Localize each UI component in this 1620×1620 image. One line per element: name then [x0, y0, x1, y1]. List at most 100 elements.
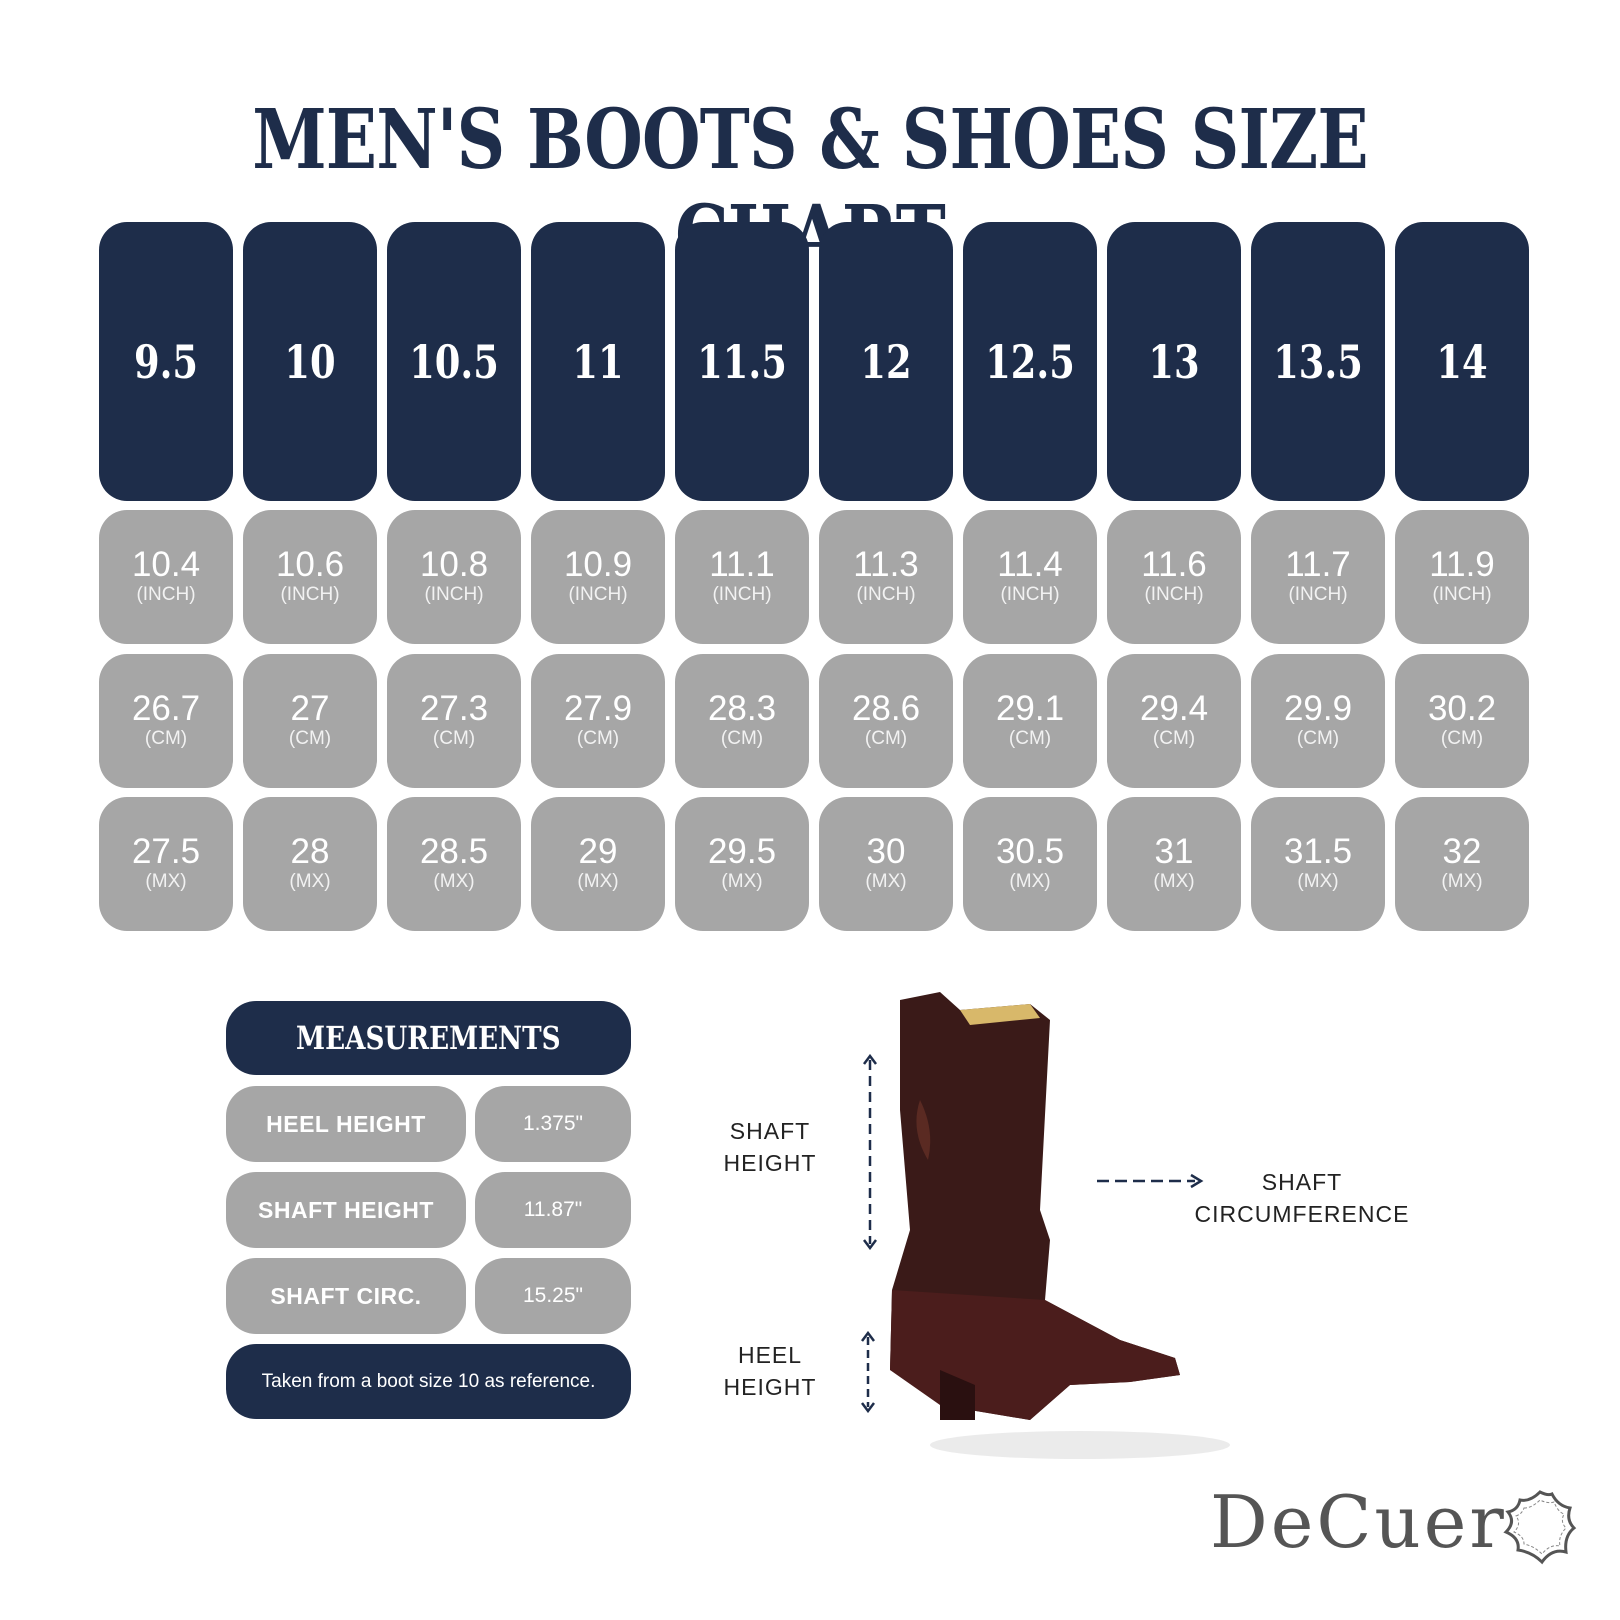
measurement-label: SHAFT CIRC. — [226, 1258, 466, 1334]
unit-label: (MX) — [577, 871, 619, 892]
size-cell-cm: 29.4 (CM) — [1107, 654, 1241, 788]
measurement-value: 15.25" — [475, 1258, 631, 1334]
size-cell-cm: 30.2 (CM) — [1395, 654, 1529, 788]
size-value: 11.9 — [1429, 545, 1495, 584]
unit-label: (CM) — [576, 728, 620, 749]
size-cell-inch: 10.4 (INCH) — [99, 510, 233, 644]
us-size: 11.5 — [697, 334, 787, 389]
size-header-us: 12 — [819, 222, 953, 501]
size-cell-cm: 27.9 (CM) — [531, 654, 665, 788]
size-value: 27.9 — [563, 689, 633, 728]
shaft-height-arrow-icon — [863, 1054, 877, 1250]
size-cell-inch: 10.6 (INCH) — [243, 510, 377, 644]
unit-label: (INCH) — [1144, 584, 1204, 605]
logo-text: DeCuer — [1210, 1480, 1507, 1564]
unit-label: (CM) — [144, 728, 188, 749]
unit-label: (CM) — [1440, 728, 1484, 749]
unit-label: (CM) — [1008, 728, 1052, 749]
size-cell-inch: 11.7 (INCH) — [1251, 510, 1385, 644]
us-size: 9.5 — [133, 334, 199, 389]
size-cell-mx: 29.5 (MX) — [675, 797, 809, 931]
measurement-value: 11.87" — [475, 1172, 631, 1248]
size-value: 30.5 — [995, 832, 1065, 871]
size-header-us: 11 — [531, 222, 665, 501]
size-value: 31 — [1154, 832, 1194, 871]
size-value: 11.4 — [997, 545, 1063, 584]
shaft-circumference-arrow-icon — [1097, 1173, 1204, 1189]
size-cell-inch: 10.8 (INCH) — [387, 510, 521, 644]
size-cell-inch: 11.1 (INCH) — [675, 510, 809, 644]
size-value: 11.3 — [853, 545, 919, 584]
size-cell-mx: 29 (MX) — [531, 797, 665, 931]
size-header-us: 11.5 — [675, 222, 809, 501]
unit-label: (INCH) — [856, 584, 916, 605]
size-cell-mx: 28 (MX) — [243, 797, 377, 931]
unit-label: (MX) — [1153, 871, 1195, 892]
size-value: 10.4 — [131, 545, 201, 584]
leather-hide-icon — [1503, 1490, 1577, 1565]
size-cell-mx: 31 (MX) — [1107, 797, 1241, 931]
size-value: 10.6 — [275, 545, 345, 584]
size-value: 27 — [290, 689, 330, 728]
size-value: 11.7 — [1285, 545, 1351, 584]
measurement-value: 1.375" — [475, 1086, 631, 1162]
us-size: 12 — [860, 334, 912, 389]
size-cell-mx: 30 (MX) — [819, 797, 953, 931]
us-size: 12.5 — [985, 334, 1075, 389]
size-header-us: 10 — [243, 222, 377, 501]
unit-label: (MX) — [1441, 871, 1483, 892]
size-header-us: 14 — [1395, 222, 1529, 501]
size-value: 28.6 — [851, 689, 921, 728]
size-header-us: 13 — [1107, 222, 1241, 501]
measurement-label: SHAFT HEIGHT — [226, 1172, 466, 1248]
size-cell-inch: 11.9 (INCH) — [1395, 510, 1529, 644]
size-cell-inch: 11.6 (INCH) — [1107, 510, 1241, 644]
heel-height-arrow-icon — [861, 1331, 875, 1413]
unit-label: (CM) — [1152, 728, 1196, 749]
size-value: 26.7 — [131, 689, 201, 728]
us-size: 10 — [284, 334, 336, 389]
size-cell-cm: 26.7 (CM) — [99, 654, 233, 788]
unit-label: (MX) — [1297, 871, 1339, 892]
size-header-us: 13.5 — [1251, 222, 1385, 501]
unit-label: (MX) — [145, 871, 187, 892]
size-cell-mx: 28.5 (MX) — [387, 797, 521, 931]
decuer-logo: DeCuer — [1210, 1480, 1590, 1580]
measurement-label: HEEL HEIGHT — [226, 1086, 466, 1162]
size-cell-inch: 11.4 (INCH) — [963, 510, 1097, 644]
size-value: 28.5 — [419, 832, 489, 871]
size-cell-inch: 11.3 (INCH) — [819, 510, 953, 644]
us-size: 13.5 — [1273, 334, 1363, 389]
unit-label: (CM) — [288, 728, 332, 749]
reference-note: Taken from a boot size 10 as reference. — [226, 1344, 631, 1419]
size-value: 27.3 — [419, 689, 489, 728]
size-value: 29.1 — [995, 689, 1065, 728]
size-value: 29.5 — [707, 832, 777, 871]
size-cell-cm: 29.1 (CM) — [963, 654, 1097, 788]
size-cell-mx: 27.5 (MX) — [99, 797, 233, 931]
size-cell-cm: 28.3 (CM) — [675, 654, 809, 788]
size-cell-mx: 31.5 (MX) — [1251, 797, 1385, 931]
unit-label: (INCH) — [1288, 584, 1348, 605]
unit-label: (CM) — [720, 728, 764, 749]
measurements-title: MEASUREMENTS — [296, 1019, 561, 1057]
size-value: 10.9 — [563, 545, 633, 584]
unit-label: (MX) — [433, 871, 475, 892]
measurements-header: MEASUREMENTS — [226, 1001, 631, 1075]
size-header-us: 10.5 — [387, 222, 521, 501]
size-header-us: 9.5 — [99, 222, 233, 501]
size-cell-mx: 30.5 (MX) — [963, 797, 1097, 931]
unit-label: (INCH) — [568, 584, 628, 605]
unit-label: (INCH) — [136, 584, 196, 605]
us-size: 14 — [1436, 334, 1488, 389]
size-value: 29 — [578, 832, 618, 871]
size-value: 11.6 — [1141, 545, 1207, 584]
size-value: 28 — [290, 832, 330, 871]
size-value: 31.5 — [1283, 832, 1353, 871]
size-value: 10.8 — [419, 545, 489, 584]
size-cell-cm: 28.6 (CM) — [819, 654, 953, 788]
size-value: 11.1 — [709, 545, 775, 584]
size-cell-cm: 27 (CM) — [243, 654, 377, 788]
unit-label: (MX) — [1009, 871, 1051, 892]
size-cell-cm: 27.3 (CM) — [387, 654, 521, 788]
